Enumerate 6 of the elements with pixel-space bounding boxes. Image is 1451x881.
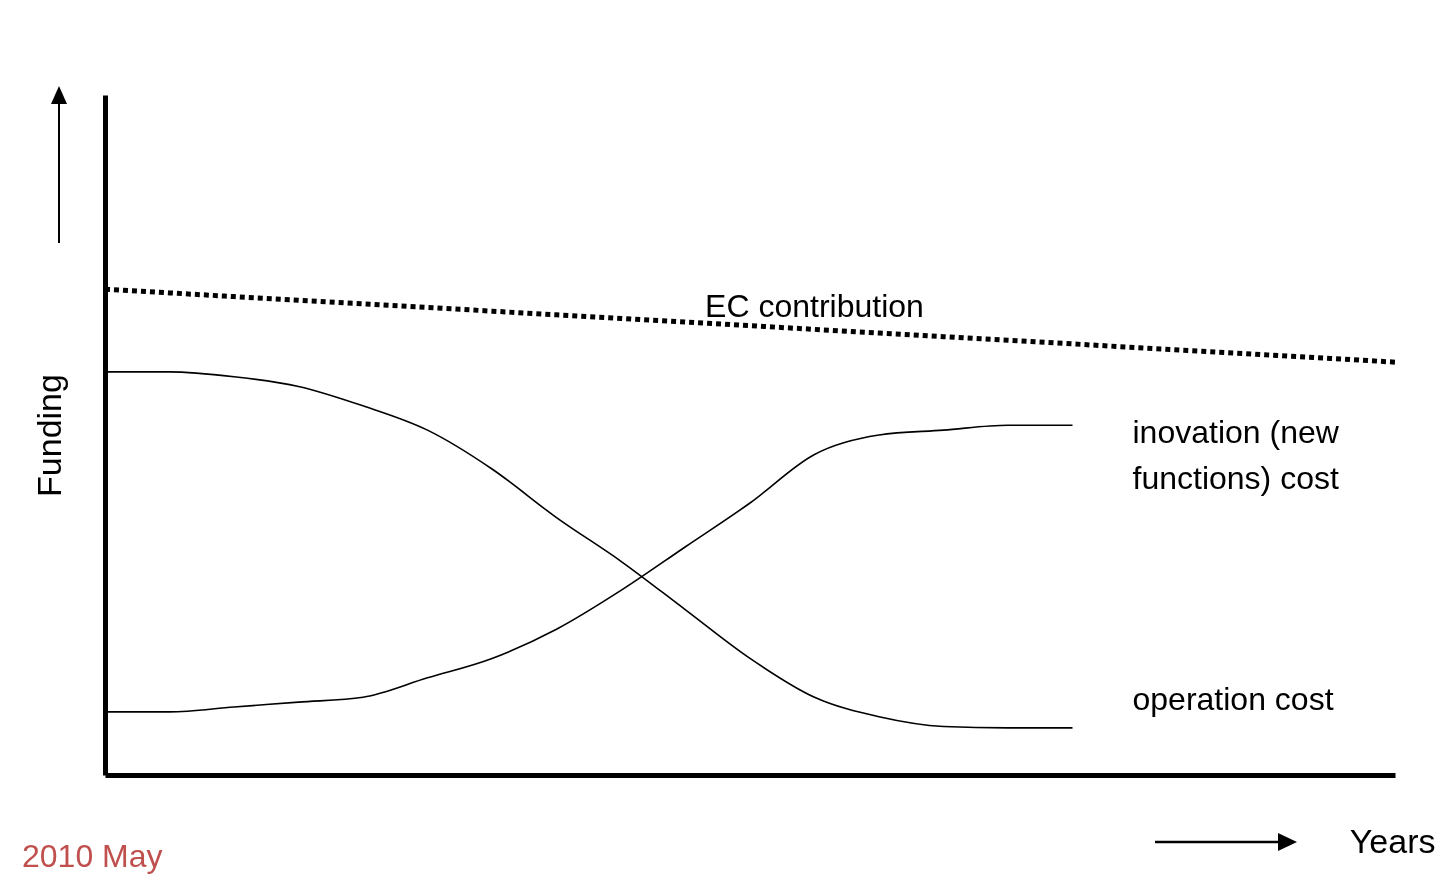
series-label: EC contribution: [705, 288, 924, 325]
y-axis-title: Funding: [29, 374, 68, 497]
series-label: operation cost: [1132, 680, 1334, 717]
x-axis-title: Years: [1349, 821, 1436, 860]
text: 2010 May: [22, 838, 163, 875]
series-label: inovation (new functions) cost: [1132, 414, 1340, 497]
